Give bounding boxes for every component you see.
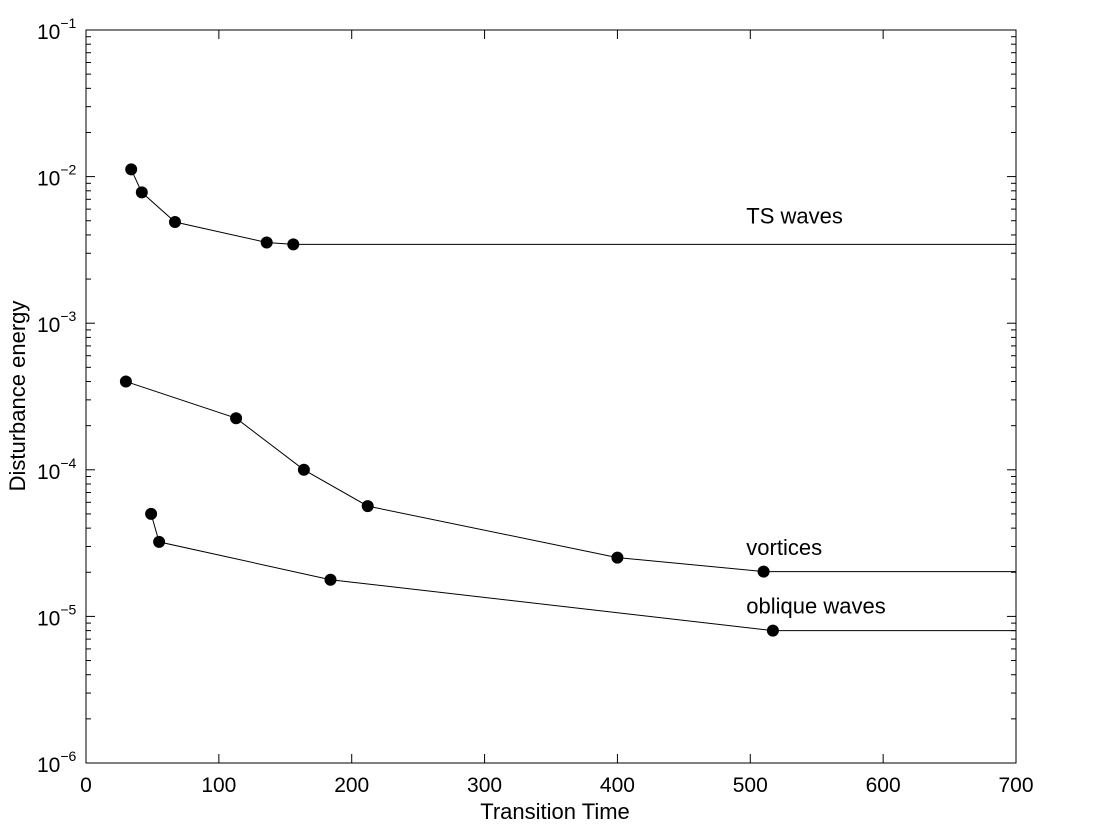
data-point: [757, 565, 770, 578]
data-point: [153, 535, 166, 548]
x-axis-label: Transition Time: [480, 799, 630, 824]
data-point: [125, 163, 138, 176]
series-line: [125, 381, 1016, 573]
y-tick-label-base: 10: [37, 21, 60, 44]
x-tick-label: 0: [80, 774, 92, 797]
y-tick-label-base: 10: [37, 754, 60, 777]
y-axis-label: Disturbance energy: [5, 301, 30, 492]
series-line: [130, 169, 1016, 245]
series-annotation: oblique waves: [746, 593, 885, 618]
y-tick-label-exponent: −5: [60, 601, 76, 617]
y-tick-label-base: 10: [37, 607, 60, 630]
y-tick-label: 10−2: [37, 162, 77, 191]
y-tick-label-exponent: −4: [60, 455, 76, 471]
data-point: [135, 186, 148, 199]
plot-area-frame: [85, 29, 1017, 764]
x-tick-label: 700: [998, 774, 1033, 797]
y-tick-label-base: 10: [37, 314, 60, 337]
y-tick-label-exponent: −2: [60, 162, 76, 178]
data-point: [361, 500, 374, 513]
data-point: [260, 236, 273, 249]
data-point: [324, 573, 337, 586]
y-tick-label: 10−4: [37, 455, 77, 484]
ticks-layer: [85, 29, 1017, 764]
y-tick-label: 10−1: [37, 15, 77, 44]
y-tick-label-exponent: −1: [60, 15, 76, 31]
data-point: [766, 624, 779, 637]
annotations-layer: TS waves vortices oblique waves: [746, 203, 885, 618]
data-point: [169, 216, 181, 228]
x-tick-label: 200: [334, 774, 369, 797]
x-tick-label: 300: [467, 774, 502, 797]
y-tick-label: 10−6: [37, 748, 77, 777]
series-line: [150, 513, 1016, 632]
data-point: [297, 463, 310, 476]
x-tick-label: 100: [201, 774, 236, 797]
data-point: [145, 507, 158, 520]
x-tick-label: 400: [600, 774, 635, 797]
y-tick-label-exponent: −6: [60, 748, 76, 764]
y-tick-label: 10−3: [37, 308, 77, 337]
x-tick-label: 500: [733, 774, 768, 797]
y-tick-label-base: 10: [37, 461, 60, 484]
series-annotation: TS waves: [746, 203, 843, 228]
y-tick-label: 10−5: [37, 601, 77, 630]
tick-labels-layer: 0 100 200 300 400 500 600 70010−610−510−410−310…: [37, 15, 1034, 797]
y-tick-label-base: 10: [37, 168, 60, 191]
y-tick-label-exponent: −3: [60, 308, 76, 324]
x-tick-label: 600: [866, 774, 901, 797]
data-point: [119, 375, 132, 388]
data-point: [287, 238, 300, 251]
data-point: [611, 551, 624, 564]
series-layer: [119, 163, 1016, 637]
series-annotation: vortices: [746, 535, 822, 560]
data-point: [230, 412, 243, 425]
